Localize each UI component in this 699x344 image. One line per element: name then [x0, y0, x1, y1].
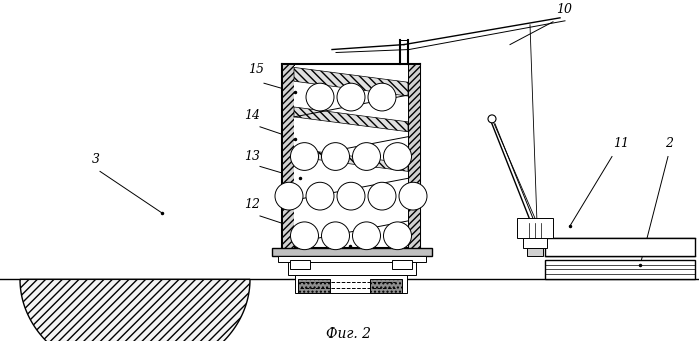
Bar [527, 248, 543, 256]
Bar [288, 261, 416, 276]
Ellipse shape [306, 182, 334, 210]
Text: 3: 3 [92, 153, 100, 166]
Ellipse shape [368, 83, 396, 111]
Text: Фиг. 2: Фиг. 2 [326, 327, 371, 341]
Bar [278, 256, 426, 261]
Polygon shape [294, 107, 408, 132]
Ellipse shape [399, 182, 427, 210]
Polygon shape [370, 279, 402, 293]
Bar [290, 259, 310, 269]
Polygon shape [294, 67, 408, 96]
Bar [294, 66, 408, 246]
Polygon shape [20, 279, 250, 344]
Ellipse shape [352, 143, 380, 170]
Text: 12: 12 [244, 198, 260, 211]
Ellipse shape [488, 115, 496, 123]
Text: 10: 10 [556, 3, 572, 16]
Bar [272, 248, 432, 256]
Ellipse shape [337, 182, 365, 210]
Text: 14: 14 [244, 109, 260, 122]
Polygon shape [282, 64, 294, 248]
Text: 15: 15 [248, 63, 264, 76]
Polygon shape [408, 64, 420, 248]
Ellipse shape [291, 222, 319, 250]
Text: 13: 13 [244, 150, 260, 163]
Ellipse shape [322, 222, 350, 250]
Ellipse shape [384, 222, 412, 250]
Text: 2: 2 [665, 137, 673, 150]
Bar [392, 259, 412, 269]
Ellipse shape [384, 143, 412, 170]
Bar [523, 238, 547, 248]
Bar [517, 218, 553, 238]
Bar [295, 276, 407, 293]
Polygon shape [294, 149, 408, 171]
Ellipse shape [275, 182, 303, 210]
Ellipse shape [306, 83, 334, 111]
Ellipse shape [322, 143, 350, 170]
Ellipse shape [368, 182, 396, 210]
Ellipse shape [352, 222, 380, 250]
Bar [545, 259, 695, 279]
Ellipse shape [337, 83, 365, 111]
Text: 11: 11 [613, 137, 629, 150]
Ellipse shape [291, 143, 319, 170]
Polygon shape [298, 279, 330, 293]
Bar [545, 238, 695, 256]
